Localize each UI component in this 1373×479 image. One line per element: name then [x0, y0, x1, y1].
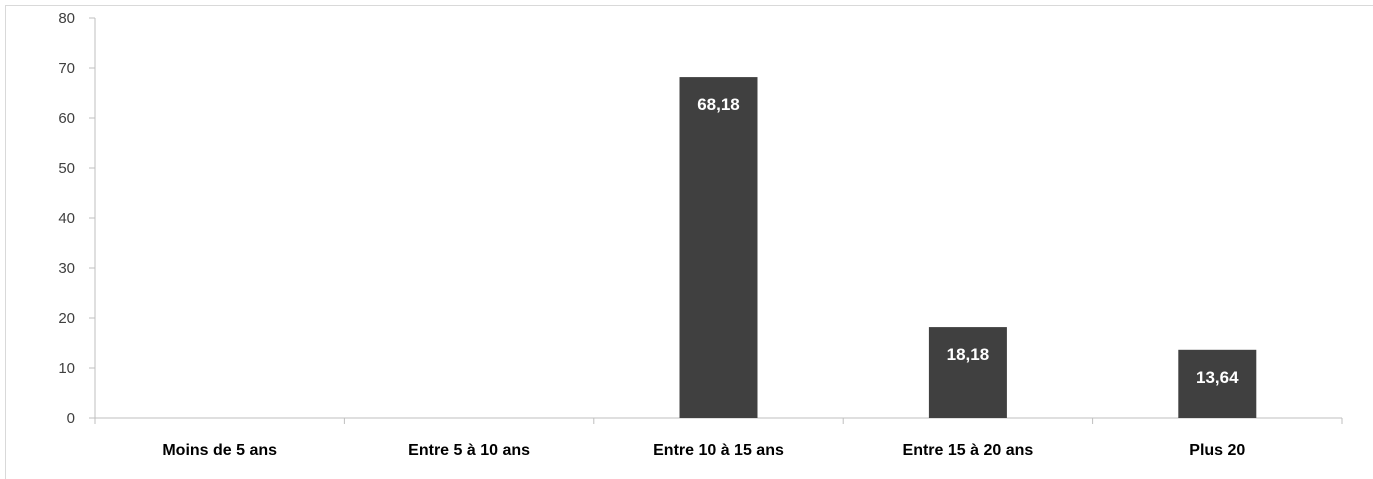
y-tick-label: 20 — [58, 310, 75, 327]
chart-frame — [5, 5, 1373, 479]
y-tick-label: 50 — [58, 160, 75, 177]
y-tick-label: 40 — [58, 210, 75, 227]
bar — [1178, 349, 1257, 418]
x-category-label: Entre 10 à 15 ans — [653, 442, 784, 459]
y-axis: 0 10 20 30 40 50 60 70 80 — [58, 10, 96, 427]
x-axis: Moins de 5 ans Entre 5 à 10 ans Entre 10 à… — [94, 417, 1343, 459]
y-tick-label: 80 — [58, 10, 75, 27]
data-label: 68,18 — [697, 95, 740, 114]
data-label: 18,18 — [947, 345, 990, 364]
y-tick-label: 0 — [67, 410, 75, 427]
data-label: 13,64 — [1196, 368, 1239, 387]
y-tick-label: 60 — [58, 110, 75, 127]
bar — [679, 77, 758, 418]
y-tick-label: 70 — [58, 60, 75, 77]
x-category-label: Entre 15 à 20 ans — [903, 442, 1034, 459]
x-category-label: Entre 5 à 10 ans — [408, 442, 530, 459]
data-labels: 68,18 18,18 13,64 — [697, 95, 1239, 387]
y-tick-label: 30 — [58, 260, 75, 277]
bar — [928, 327, 1007, 418]
y-tick-label: 10 — [58, 360, 75, 377]
bars — [679, 77, 1257, 418]
x-category-label: Plus 20 — [1189, 442, 1245, 459]
x-category-label: Moins de 5 ans — [162, 442, 277, 459]
